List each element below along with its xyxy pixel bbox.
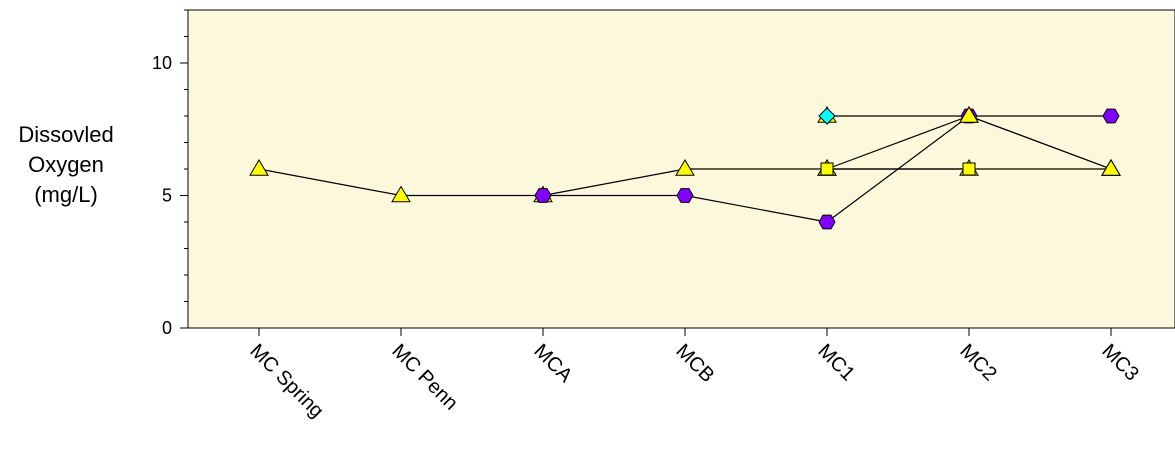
series-markers xyxy=(249,106,1121,230)
series-line-segment xyxy=(684,194,828,223)
data-point-triangle xyxy=(249,159,269,176)
data-point-square xyxy=(820,162,834,176)
data-point-triangle xyxy=(1101,159,1121,176)
x-tick-label: MC3 xyxy=(1097,340,1142,385)
x-tick-label: MC1 xyxy=(813,340,858,385)
y-axis-label-line-2: Oxygen xyxy=(28,152,104,177)
y-tick-label: 0 xyxy=(162,318,172,338)
x-axis-ticks: MC Spring MC Penn MCA MCB MC1 MC2 MC3 xyxy=(245,328,1143,422)
x-tick-label: MCB xyxy=(671,340,718,387)
y-tick-label: 10 xyxy=(152,53,172,73)
data-point-hexagon xyxy=(534,188,552,203)
data-point-hexagon xyxy=(1102,108,1120,124)
x-tick-label: MC Penn xyxy=(387,340,462,415)
y-tick-label: 5 xyxy=(162,186,172,206)
series-line-segment xyxy=(826,115,970,170)
data-point-triangle xyxy=(959,106,979,123)
x-tick-label: MC Spring xyxy=(245,340,327,422)
series-line-segment xyxy=(542,168,686,197)
y-axis-label-line-1: Dissovled xyxy=(18,122,113,147)
x-tick-label: MC2 xyxy=(955,340,1000,385)
series-line-segment xyxy=(258,168,402,197)
series-line-segment xyxy=(968,115,1112,170)
data-point-diamond xyxy=(818,107,836,125)
y-axis-label-line-3: (mg/L) xyxy=(34,182,98,207)
data-point-square xyxy=(962,162,976,176)
y-axis-ticks: 0 5 10 xyxy=(152,9,188,338)
data-point-triangle xyxy=(391,185,411,203)
data-point-hexagon xyxy=(676,188,694,203)
data-point-triangle xyxy=(675,159,695,176)
series-lines xyxy=(258,115,1112,223)
x-tick-label: MCA xyxy=(529,340,576,387)
data-point-hexagon xyxy=(818,214,836,230)
